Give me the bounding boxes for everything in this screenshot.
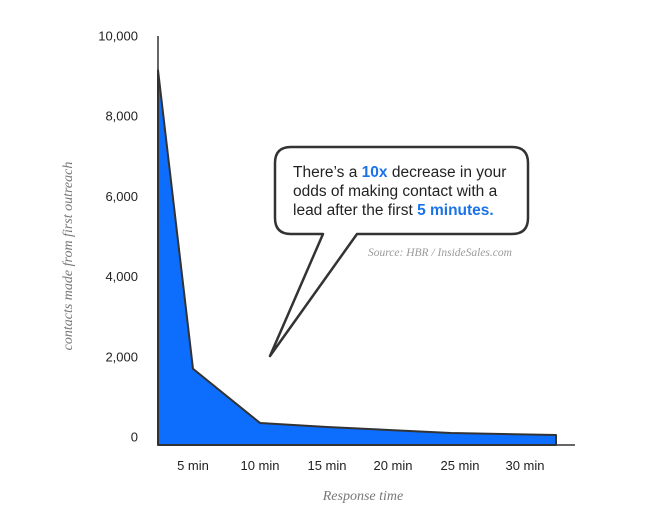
callout-line-1-text-a: There’s a [293, 164, 362, 181]
y-tick-label: 10,000 [98, 29, 138, 44]
x-tick-label: 10 min [240, 458, 279, 473]
y-axis-title: contacts made from first outreach [61, 162, 76, 351]
y-tick-label: 8,000 [105, 109, 138, 124]
x-tick-label: 5 min [177, 458, 209, 473]
x-axis-title: Response time [322, 489, 403, 504]
callout-line-1-text-b: decrease in your [388, 164, 507, 181]
callout-line-2: odds of making contact with a [293, 183, 498, 200]
y-tick-label: 0 [131, 430, 138, 445]
callout-highlight-5-minutes: 5 minutes. [417, 202, 494, 219]
callout-line-3: lead after the first 5 minutes. [293, 202, 494, 219]
x-tick-label: 25 min [440, 458, 479, 473]
callout-line-1: There’s a 10x decrease in your [293, 164, 506, 181]
x-tick-label: 30 min [505, 458, 544, 473]
callout-highlight-10x: 10x [362, 164, 388, 181]
callout-line-3-text-a: lead after the first [293, 202, 417, 219]
x-tick-label: 20 min [373, 458, 412, 473]
y-tick-label: 4,000 [105, 269, 138, 284]
y-tick-label: 6,000 [105, 189, 138, 204]
source-note: Source: HBR / InsideSales.com [368, 247, 512, 259]
y-tick-label: 2,000 [105, 349, 138, 364]
x-tick-label: 15 min [307, 458, 346, 473]
callout-bubble [268, 145, 530, 358]
area-series [157, 69, 557, 446]
